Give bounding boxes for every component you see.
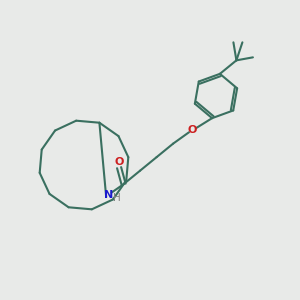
- Text: H: H: [113, 193, 121, 203]
- Text: O: O: [114, 157, 124, 167]
- Text: N: N: [104, 190, 113, 200]
- Text: O: O: [188, 125, 197, 135]
